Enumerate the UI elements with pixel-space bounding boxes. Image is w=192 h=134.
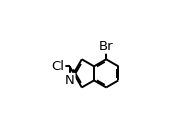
Text: Br: Br <box>99 40 113 53</box>
Text: N: N <box>65 74 74 87</box>
Text: Cl: Cl <box>52 60 65 73</box>
